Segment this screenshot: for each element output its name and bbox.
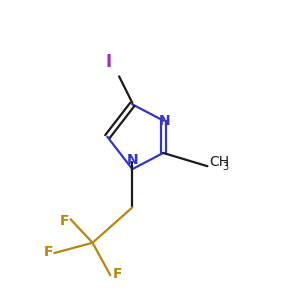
Text: 3: 3 xyxy=(223,162,229,172)
Text: N: N xyxy=(127,153,138,167)
Text: F: F xyxy=(44,244,53,259)
Text: F: F xyxy=(113,267,122,281)
Text: CH: CH xyxy=(209,155,229,169)
Text: I: I xyxy=(106,53,112,71)
Text: F: F xyxy=(60,214,69,228)
Text: N: N xyxy=(159,114,170,128)
